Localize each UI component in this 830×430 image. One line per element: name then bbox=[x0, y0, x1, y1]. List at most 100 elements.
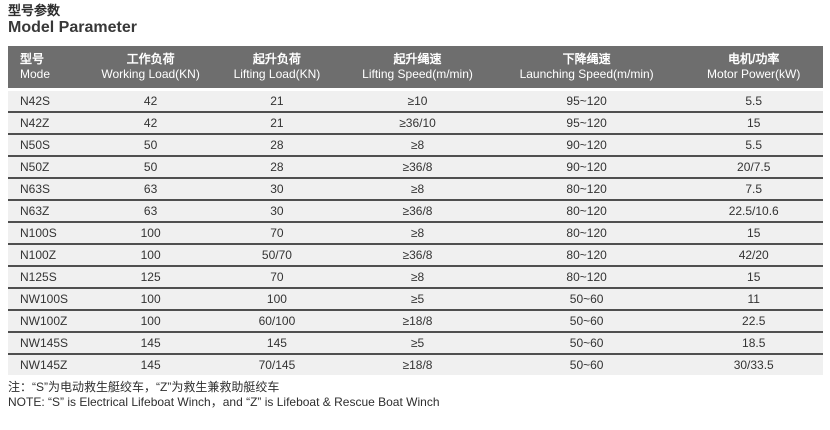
column-header-zh: 起升负荷 bbox=[252, 52, 301, 66]
column-header-zh: 型号 bbox=[20, 52, 45, 66]
value-cell: 50 bbox=[93, 134, 208, 157]
column-header-en: Motor Power(kW) bbox=[707, 67, 801, 81]
value-cell: ≥18/8 bbox=[346, 310, 489, 333]
value-cell: 70/145 bbox=[207, 354, 347, 375]
value-cell: 80~120 bbox=[488, 178, 685, 201]
column-header-en: Working Load(KN) bbox=[101, 67, 200, 81]
value-cell: 100 bbox=[93, 244, 208, 267]
value-cell: 50~60 bbox=[488, 310, 685, 333]
value-cell: 42/20 bbox=[684, 244, 823, 267]
value-cell: 22.5/10.6 bbox=[684, 200, 823, 223]
table-row: N100Z 100 50/70 ≥36/8 80~120 42/20 bbox=[8, 244, 823, 267]
value-cell: 145 bbox=[207, 332, 347, 355]
value-cell: 70 bbox=[207, 266, 347, 289]
value-cell: 5.5 bbox=[684, 89, 823, 113]
value-cell: 21 bbox=[207, 112, 347, 135]
column-header-2: 起升负荷 Lifting Load(KN) bbox=[207, 46, 347, 91]
table-row: NW145Z 145 70/145 ≥18/8 50~60 30/33.5 bbox=[8, 354, 823, 375]
model-cell: N100Z bbox=[8, 244, 94, 267]
value-cell: 28 bbox=[207, 134, 347, 157]
table-header-row: 型号 Mode 工作负荷 Working Load(KN) 起升负荷 Lifting Lo… bbox=[8, 46, 823, 91]
table-row: N125S 125 70 ≥8 80~120 15 bbox=[8, 266, 823, 289]
value-cell: 70 bbox=[207, 222, 347, 245]
table-header: 型号 Mode 工作负荷 Working Load(KN) 起升负荷 Lifting Lo… bbox=[8, 46, 823, 91]
value-cell: ≥36/8 bbox=[346, 156, 489, 179]
column-header-en: Launching Speed(m/min) bbox=[519, 67, 654, 81]
value-cell: ≥8 bbox=[346, 178, 489, 201]
table-row: NW100Z 100 60/100 ≥18/8 50~60 22.5 bbox=[8, 310, 823, 333]
table-row: N63S 63 30 ≥8 80~120 7.5 bbox=[8, 178, 823, 201]
value-cell: ≥36/8 bbox=[346, 244, 489, 267]
column-header-1: 工作负荷 Working Load(KN) bbox=[93, 46, 208, 91]
value-cell: ≥8 bbox=[346, 134, 489, 157]
value-cell: 15 bbox=[684, 222, 823, 245]
value-cell: 95~120 bbox=[488, 89, 685, 113]
value-cell: 5.5 bbox=[684, 134, 823, 157]
column-header-en: Mode bbox=[20, 67, 51, 81]
table-row: NW145S 145 145 ≥5 50~60 18.5 bbox=[8, 332, 823, 355]
value-cell: 90~120 bbox=[488, 134, 685, 157]
value-cell: 80~120 bbox=[488, 266, 685, 289]
value-cell: 145 bbox=[93, 332, 208, 355]
value-cell: 11 bbox=[684, 288, 823, 311]
value-cell: 95~120 bbox=[488, 112, 685, 135]
value-cell: 100 bbox=[93, 288, 208, 311]
value-cell: 100 bbox=[93, 310, 208, 333]
value-cell: ≥8 bbox=[346, 266, 489, 289]
model-cell: N63S bbox=[8, 178, 94, 201]
table-row: NW100S 100 100 ≥5 50~60 11 bbox=[8, 288, 823, 311]
value-cell: 100 bbox=[207, 288, 347, 311]
model-cell: N100S bbox=[8, 222, 94, 245]
table-row: N100S 100 70 ≥8 80~120 15 bbox=[8, 222, 823, 245]
model-cell: NW100Z bbox=[8, 310, 94, 333]
column-header-5: 电机/功率 Motor Power(kW) bbox=[684, 46, 823, 91]
model-cell: NW145S bbox=[8, 332, 94, 355]
value-cell: ≥5 bbox=[346, 332, 489, 355]
value-cell: 63 bbox=[93, 200, 208, 223]
value-cell: 30 bbox=[207, 200, 347, 223]
model-cell: N42S bbox=[8, 89, 94, 113]
value-cell: ≥36/10 bbox=[346, 112, 489, 135]
table-row: N63Z 63 30 ≥36/8 80~120 22.5/10.6 bbox=[8, 200, 823, 223]
model-cell: N50S bbox=[8, 134, 94, 157]
value-cell: 125 bbox=[93, 266, 208, 289]
value-cell: 100 bbox=[93, 222, 208, 245]
value-cell: ≥5 bbox=[346, 288, 489, 311]
model-cell: N50Z bbox=[8, 156, 94, 179]
table-row: N42S 42 21 ≥10 95~120 5.5 bbox=[8, 89, 823, 113]
value-cell: 7.5 bbox=[684, 178, 823, 201]
column-header-en: Lifting Speed(m/min) bbox=[362, 67, 473, 81]
model-parameter-table: 型号 Mode 工作负荷 Working Load(KN) 起升负荷 Lifting Lo… bbox=[8, 46, 823, 375]
model-cell: N63Z bbox=[8, 200, 94, 223]
value-cell: 21 bbox=[207, 89, 347, 113]
column-header-zh: 下降绳速 bbox=[562, 52, 611, 66]
column-header-zh: 工作负荷 bbox=[126, 52, 175, 66]
value-cell: 42 bbox=[93, 112, 208, 135]
value-cell: 28 bbox=[207, 156, 347, 179]
page-title-en: Model Parameter bbox=[8, 19, 137, 36]
table-body: N42S 42 21 ≥10 95~120 5.5 N42Z 42 21 ≥36/10 95~120… bbox=[8, 89, 823, 375]
column-header-3: 起升绳速 Lifting Speed(m/min) bbox=[346, 46, 489, 91]
column-header-0: 型号 Mode bbox=[8, 46, 94, 91]
table-row: N50Z 50 28 ≥36/8 90~120 20/7.5 bbox=[8, 156, 823, 179]
page-title-zh: 型号参数 bbox=[8, 3, 61, 18]
model-cell: N42Z bbox=[8, 112, 94, 135]
footnotes: 注：“S”为电动救生艇绞车，“Z”为救生兼救助艇绞车 NOTE: “S” is … bbox=[8, 380, 823, 410]
value-cell: 90~120 bbox=[488, 156, 685, 179]
value-cell: ≥18/8 bbox=[346, 354, 489, 375]
value-cell: 80~120 bbox=[488, 222, 685, 245]
value-cell: 145 bbox=[93, 354, 208, 375]
value-cell: ≥8 bbox=[346, 222, 489, 245]
model-cell: NW145Z bbox=[8, 354, 94, 375]
value-cell: 80~120 bbox=[488, 244, 685, 267]
value-cell: 63 bbox=[93, 178, 208, 201]
model-cell: NW100S bbox=[8, 288, 94, 311]
table-row: N50S 50 28 ≥8 90~120 5.5 bbox=[8, 134, 823, 157]
value-cell: 50/70 bbox=[207, 244, 347, 267]
value-cell: 15 bbox=[684, 266, 823, 289]
value-cell: 30 bbox=[207, 178, 347, 201]
note-zh: 注：“S”为电动救生艇绞车，“Z”为救生兼救助艇绞车 bbox=[8, 380, 280, 394]
column-header-zh: 电机/功率 bbox=[728, 52, 780, 66]
value-cell: 60/100 bbox=[207, 310, 347, 333]
